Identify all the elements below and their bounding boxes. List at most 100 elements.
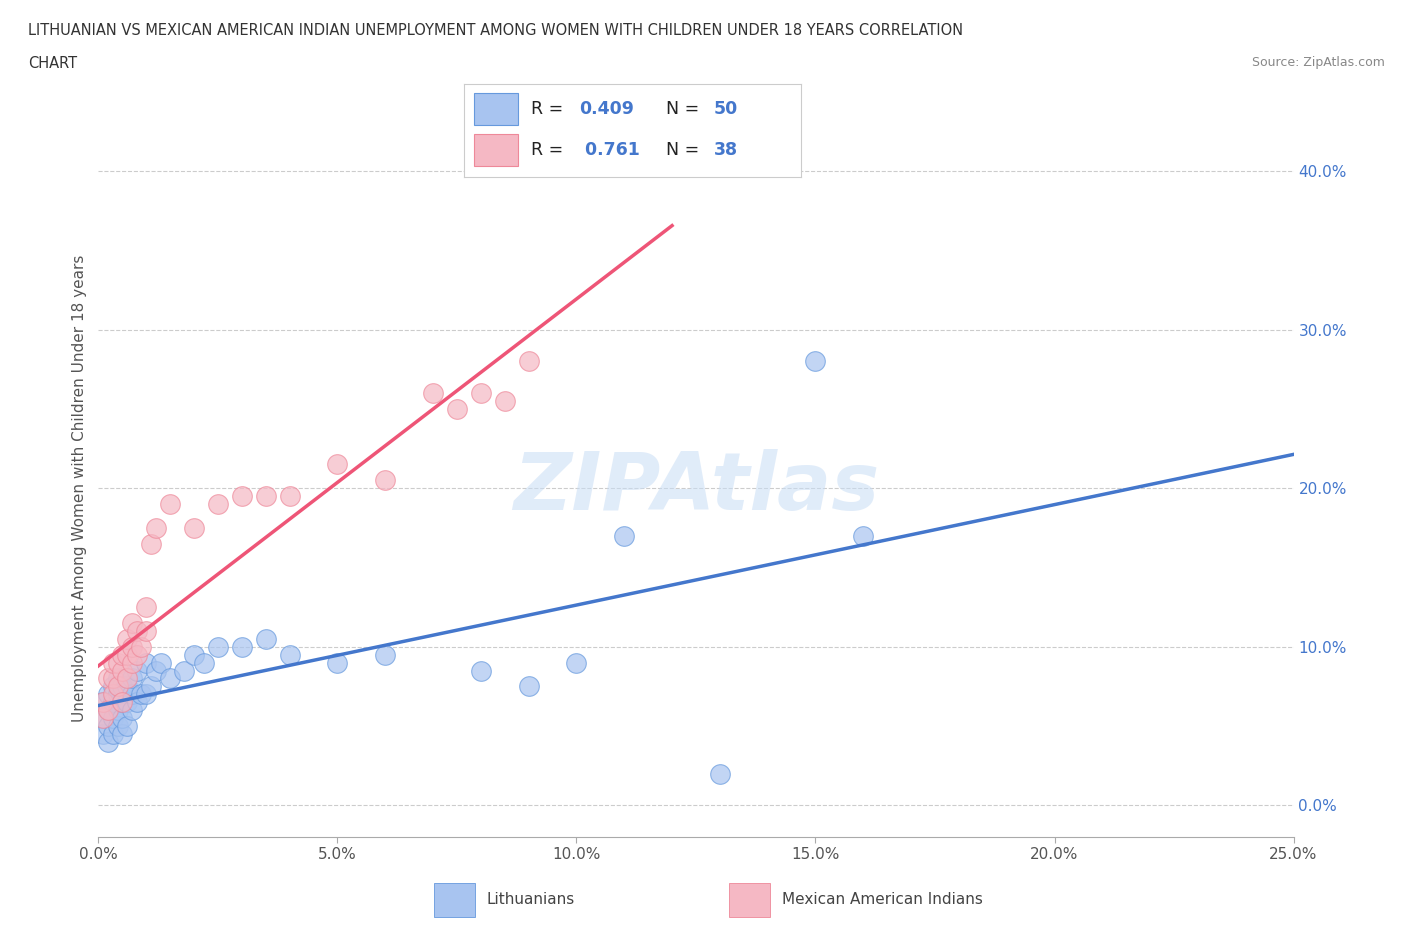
Point <box>149 655 172 670</box>
Point <box>326 457 349 472</box>
Point <box>101 655 124 670</box>
Point <box>446 402 468 417</box>
Point <box>107 679 129 694</box>
Point <box>613 528 636 543</box>
Point <box>422 386 444 401</box>
Bar <box>474 93 517 125</box>
Point <box>121 639 143 654</box>
Point <box>101 695 124 710</box>
Text: 50: 50 <box>714 100 738 118</box>
Text: ZIPAtlas: ZIPAtlas <box>513 449 879 527</box>
Point <box>131 639 153 654</box>
Bar <box>433 884 475 917</box>
Point <box>231 639 253 654</box>
Point <box>107 687 129 702</box>
Point <box>91 726 114 741</box>
Point <box>145 663 167 678</box>
Point <box>278 647 301 662</box>
Point <box>91 711 114 725</box>
Point <box>107 671 129 686</box>
Point <box>107 655 129 670</box>
Point <box>470 663 492 678</box>
Point <box>254 489 277 504</box>
Point <box>115 671 138 686</box>
Point <box>374 647 396 662</box>
Point <box>494 393 516 408</box>
Point <box>173 663 195 678</box>
Point <box>91 711 114 725</box>
Bar <box>728 884 770 917</box>
Point <box>135 655 157 670</box>
Text: Lithuanians: Lithuanians <box>486 892 575 908</box>
Point <box>135 600 157 615</box>
Point <box>278 489 301 504</box>
Point <box>139 679 162 694</box>
Text: CHART: CHART <box>28 56 77 71</box>
Point <box>139 537 162 551</box>
Point <box>97 703 120 718</box>
Text: 0.409: 0.409 <box>579 100 634 118</box>
Point <box>121 616 143 631</box>
Point <box>207 639 229 654</box>
Point <box>207 497 229 512</box>
Point <box>111 711 134 725</box>
Point <box>709 766 731 781</box>
Point <box>231 489 253 504</box>
Point <box>131 687 153 702</box>
Point <box>111 679 134 694</box>
Point <box>121 655 143 670</box>
Point <box>326 655 349 670</box>
Text: Source: ZipAtlas.com: Source: ZipAtlas.com <box>1251 56 1385 69</box>
Point <box>565 655 588 670</box>
Point <box>125 647 148 662</box>
Point <box>111 695 134 710</box>
Point <box>125 695 148 710</box>
Point <box>97 671 120 686</box>
Point <box>101 679 124 694</box>
Point <box>121 703 143 718</box>
Point <box>121 671 143 686</box>
Point <box>159 671 181 686</box>
Point <box>111 726 134 741</box>
Text: Mexican American Indians: Mexican American Indians <box>782 892 983 908</box>
Point <box>111 647 134 662</box>
Point <box>121 687 143 702</box>
Point <box>517 679 540 694</box>
Point <box>193 655 215 670</box>
Text: R =: R = <box>531 140 569 159</box>
Point <box>115 679 138 694</box>
Point <box>111 663 134 678</box>
Text: 0.761: 0.761 <box>579 140 640 159</box>
Point <box>115 719 138 734</box>
Point <box>374 472 396 487</box>
Point <box>91 695 114 710</box>
Point <box>97 719 120 734</box>
Point <box>97 735 120 750</box>
Point <box>101 671 124 686</box>
Point <box>101 711 124 725</box>
Point <box>145 521 167 536</box>
Point <box>183 647 205 662</box>
Text: R =: R = <box>531 100 569 118</box>
Point <box>101 687 124 702</box>
Point <box>852 528 875 543</box>
Point <box>470 386 492 401</box>
Point <box>125 663 148 678</box>
Point <box>107 703 129 718</box>
Text: 38: 38 <box>714 140 738 159</box>
Bar <box>474 134 517 166</box>
Point <box>125 623 148 638</box>
Point <box>183 521 205 536</box>
Point <box>101 726 124 741</box>
Point <box>111 695 134 710</box>
Text: N =: N = <box>666 140 706 159</box>
Point <box>135 687 157 702</box>
Point <box>115 647 138 662</box>
Point <box>135 623 157 638</box>
Point <box>804 354 827 369</box>
Point <box>159 497 181 512</box>
Text: N =: N = <box>666 100 706 118</box>
Point <box>97 687 120 702</box>
Point <box>115 695 138 710</box>
Point <box>91 695 114 710</box>
